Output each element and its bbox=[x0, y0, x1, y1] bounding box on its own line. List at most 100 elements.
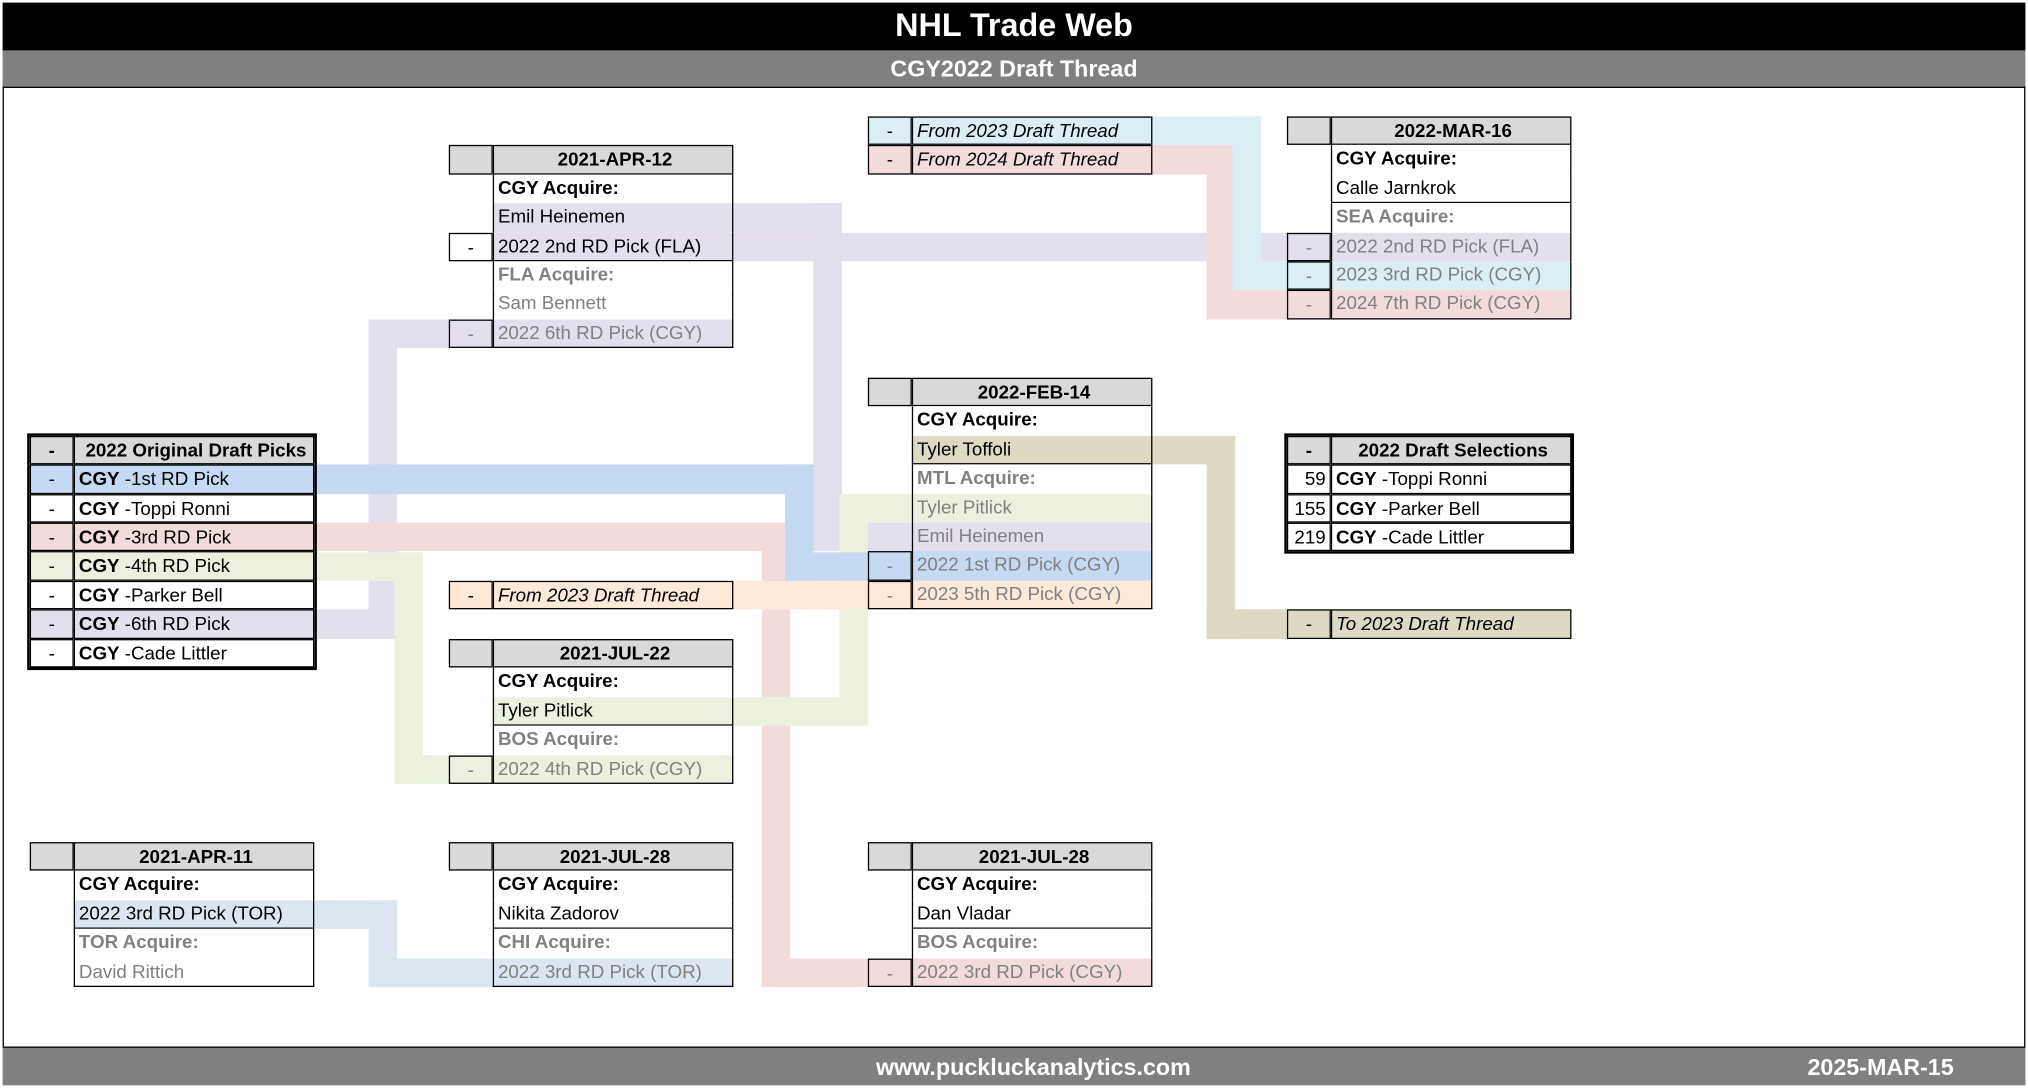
pick-cell[interactable]: CGY -1st RD Pick bbox=[73, 464, 315, 494]
pick-cell[interactable]: CGY -Cade Littler bbox=[73, 638, 315, 668]
dash-cell: - bbox=[867, 145, 912, 175]
team-code: CGY bbox=[1336, 527, 1377, 549]
asset-item[interactable]: 2022 6th RD Pick (CGY) bbox=[492, 319, 734, 349]
table-row: 2022-MAR-16 bbox=[1286, 116, 1572, 146]
pick-cell[interactable]: CGY -Parker Bell bbox=[73, 580, 315, 610]
pick-cell[interactable]: CGY -Toppi Ronni bbox=[1330, 464, 1572, 494]
asset-item[interactable]: 2024 7th RD Pick (CGY) bbox=[1330, 290, 1572, 320]
pick-cell[interactable]: CGY -Cade Littler bbox=[1330, 522, 1572, 552]
table-row: Emil Heinemen bbox=[449, 203, 734, 233]
pick-text: -1st RD Pick bbox=[124, 469, 229, 491]
connector-cyan bbox=[1232, 116, 1262, 291]
team-code: CGY bbox=[1336, 498, 1377, 520]
trade-date: 2022-MAR-16 bbox=[1330, 116, 1572, 146]
connector-purple bbox=[314, 609, 398, 639]
table-row: - CGY -6th RD Pick bbox=[29, 609, 315, 639]
connector-green bbox=[839, 493, 868, 726]
thread-link[interactable]: From 2024 Draft Thread bbox=[911, 145, 1153, 175]
trade-date: 2022-FEB-14 bbox=[911, 377, 1153, 407]
table-row: FLA Acquire: bbox=[449, 261, 734, 291]
asset-item[interactable]: 2022 1st RD Pick (CGY) bbox=[911, 551, 1153, 581]
pick-cell[interactable]: CGY -6th RD Pick bbox=[73, 609, 315, 639]
trade-box-jul28_chi: 2021-JUL-28 CGY Acquire: Nikita Zadorov CHI… bbox=[448, 842, 734, 988]
thread-link[interactable]: To 2023 Draft Thread bbox=[1330, 609, 1572, 639]
website-link[interactable]: www.puckluckanalytics.com bbox=[875, 1054, 1191, 1081]
connector-green bbox=[394, 551, 423, 785]
asset-item[interactable]: Emil Heinemen bbox=[911, 522, 1153, 552]
acquire-label: CGY Acquire: bbox=[911, 871, 1153, 901]
thread-link-from2024: - From 2024 Draft Thread bbox=[867, 145, 1153, 175]
asset-item[interactable]: 2022 3rd RD Pick (TOR) bbox=[73, 900, 315, 930]
header-dash bbox=[29, 842, 74, 872]
asset-item[interactable]: Tyler Pitlick bbox=[911, 493, 1153, 523]
dash-cell bbox=[449, 697, 493, 726]
table-row: 2022 3rd RD Pick (TOR) bbox=[449, 958, 734, 988]
thread-link[interactable]: From 2023 Draft Thread bbox=[911, 116, 1153, 146]
table-row: 2021-APR-11 bbox=[29, 842, 315, 872]
dash-cell: - bbox=[29, 638, 74, 668]
dash-cell: - bbox=[1286, 609, 1331, 639]
asset-item[interactable]: David Rittich bbox=[73, 958, 315, 988]
asset-item[interactable]: 2022 2nd RD Pick (FLA) bbox=[492, 232, 734, 262]
asset-item[interactable]: Nikita Zadorov bbox=[492, 900, 734, 930]
table-row: - From 2024 Draft Thread bbox=[867, 145, 1153, 175]
dash-cell bbox=[449, 871, 493, 900]
table-row: CGY Acquire: bbox=[30, 871, 315, 901]
table-row: -2024 7th RD Pick (CGY) bbox=[1286, 290, 1572, 320]
asset-item[interactable]: 2022 2nd RD Pick (FLA) bbox=[1330, 232, 1572, 262]
table-row: - CGY -Parker Bell bbox=[29, 580, 315, 610]
table-row: - CGY -3rd RD Pick bbox=[29, 522, 315, 552]
table-row: -2022 4th RD Pick (CGY) bbox=[448, 754, 734, 785]
asset-item[interactable]: 2022 4th RD Pick (CGY) bbox=[492, 754, 734, 785]
asset-item[interactable]: Tyler Toffoli bbox=[911, 435, 1153, 465]
pick-cell[interactable]: CGY -Parker Bell bbox=[1330, 493, 1572, 523]
original-draft-picks-table: -2022 Original Draft Picks - CGY -1st RD Pi… bbox=[27, 432, 317, 671]
trade-date: 2021-APR-12 bbox=[492, 145, 734, 175]
table-row: CGY Acquire: bbox=[449, 871, 734, 901]
acquire-label: CGY Acquire: bbox=[73, 871, 315, 901]
pick-number: 219 bbox=[1286, 522, 1331, 552]
connector-tan bbox=[1206, 435, 1236, 639]
table-row: Tyler Pitlick bbox=[868, 493, 1153, 523]
asset-item[interactable]: 2023 3rd RD Pick (CGY) bbox=[1330, 261, 1572, 291]
dash-cell bbox=[868, 406, 912, 435]
pick-text: -Parker Bell bbox=[1381, 498, 1480, 520]
dash-cell bbox=[449, 668, 493, 697]
asset-item[interactable]: Calle Jarnkrok bbox=[1330, 174, 1572, 204]
table-row: -2022 3rd RD Pick (CGY) bbox=[867, 958, 1153, 988]
thread-link[interactable]: From 2023 Draft Thread bbox=[492, 580, 734, 610]
table-row: 2022-FEB-14 bbox=[867, 377, 1153, 407]
thread-link-from2023_mid: - From 2023 Draft Thread bbox=[448, 580, 734, 610]
table-row: CGY Acquire: bbox=[868, 871, 1153, 901]
dash-cell bbox=[868, 436, 912, 465]
header-dash bbox=[1286, 116, 1331, 146]
asset-item[interactable]: 2022 3rd RD Pick (CGY) bbox=[911, 958, 1153, 988]
pick-text: -Toppi Ronni bbox=[1381, 469, 1488, 491]
connector-blue bbox=[785, 551, 912, 581]
table-row: Calle Jarnkrok bbox=[1287, 174, 1572, 204]
dash-cell bbox=[449, 261, 493, 290]
pick-cell[interactable]: CGY -3rd RD Pick bbox=[73, 522, 315, 552]
table-row: Sam Bennett bbox=[449, 290, 734, 320]
dash-cell: - bbox=[1286, 232, 1331, 262]
trade-box-apr11: 2021-APR-11 CGY Acquire: 2022 3rd RD Pick … bbox=[29, 842, 315, 988]
asset-item[interactable]: 2022 3rd RD Pick (TOR) bbox=[492, 958, 734, 988]
table-row: 2021-JUL-28 bbox=[867, 842, 1153, 872]
asset-item[interactable]: Emil Heinemen bbox=[492, 203, 734, 233]
asset-item[interactable]: Sam Bennett bbox=[492, 290, 734, 320]
pick-cell[interactable]: CGY -Toppi Ronni bbox=[73, 493, 315, 523]
dash-cell bbox=[868, 900, 912, 929]
table-row: 2021-JUL-28 bbox=[448, 842, 734, 872]
header-dash: - bbox=[1286, 435, 1331, 465]
pick-cell[interactable]: CGY -4th RD Pick bbox=[73, 551, 315, 581]
dash-cell: - bbox=[867, 580, 912, 610]
dash-cell: - bbox=[448, 232, 493, 262]
trade-date: 2021-JUL-22 bbox=[492, 638, 734, 668]
table-row: -2022 6th RD Pick (CGY) bbox=[448, 319, 734, 349]
asset-item[interactable]: 2023 5th RD Pick (CGY) bbox=[911, 580, 1153, 610]
asset-item[interactable]: Dan Vladar bbox=[911, 900, 1153, 930]
asset-item[interactable]: Tyler Pitlick bbox=[492, 696, 734, 726]
dash-cell bbox=[868, 465, 912, 494]
thread-link-from2023_top: - From 2023 Draft Thread bbox=[867, 116, 1153, 146]
table-row: -2022 1st RD Pick (CGY) bbox=[867, 551, 1153, 581]
